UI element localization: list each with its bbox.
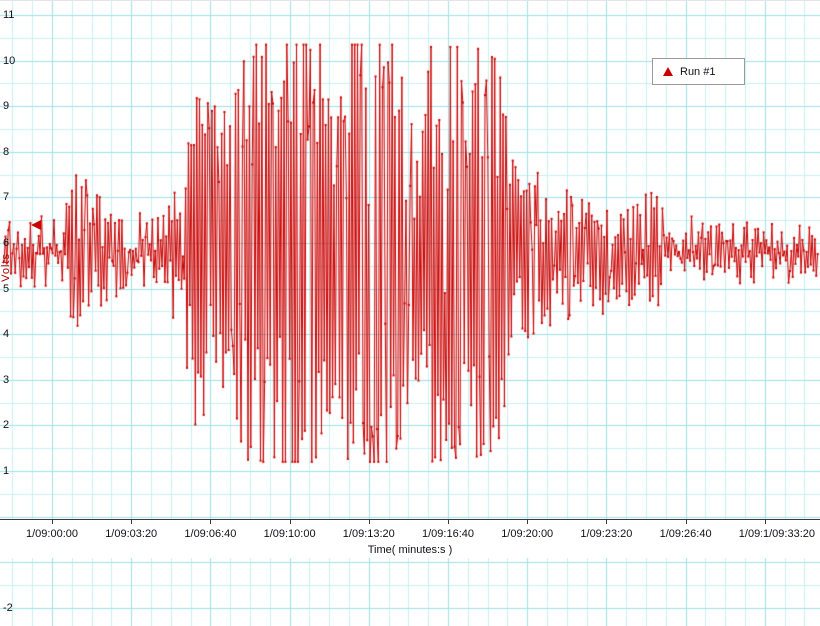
x-axis-tickmark: [448, 520, 449, 524]
y-tick-label: 1: [3, 465, 10, 477]
x-tick-label: 1/09:00:00: [25, 528, 79, 540]
y-tick-label: 9: [3, 100, 10, 113]
x-axis-strip: 1/09:00:00 1/09:03:20 1/09:06:40 1/09:10:00…: [0, 519, 820, 558]
x-tick-label: 1/09:13:20: [341, 528, 396, 540]
y-tick-label: 10: [3, 54, 16, 67]
y-tick-label: 6: [3, 237, 10, 249]
x-tick-label: 1/09:26:40: [658, 528, 713, 540]
x-axis-tickmark: [210, 520, 211, 524]
y-axis-units-label: Volts: [0, 253, 12, 282]
cursor-marker-icon[interactable]: [31, 219, 41, 230]
y-tick-label: 5: [3, 282, 10, 295]
x-axis-tickmark: [369, 520, 370, 524]
x-axis-tickmark: [765, 520, 766, 524]
y-tick-label: 8: [3, 145, 10, 158]
y-tick-label: 7: [3, 191, 10, 204]
x-tick-label: 1/09:33:20: [762, 528, 816, 540]
x-axis-tickmark: [131, 520, 132, 524]
y-tick-label: 4: [3, 328, 10, 341]
y-tick-label: 2: [3, 419, 10, 432]
x-axis-title: Time( minutes:s ): [367, 544, 453, 556]
legend-run-label: Run #1: [680, 65, 716, 78]
y-tick-label: -2: [3, 601, 13, 614]
x-tick-label: 1/09:23:20: [579, 528, 634, 540]
x-axis-tickmark: [527, 520, 528, 524]
x-tick-label: 1/09:03:20: [104, 528, 159, 540]
x-axis-tickmark: [290, 520, 291, 524]
x-tick-label: 1/09:20:00: [500, 528, 555, 540]
y-tick-label: 3: [3, 373, 10, 386]
x-axis-tickmark: [686, 520, 687, 524]
x-tick-label: 1/09:16:40: [421, 528, 475, 540]
x-axis-tickmark: [52, 520, 53, 524]
legend-run-marker-icon: [663, 67, 673, 76]
x-tick-label: 1/09:06:40: [183, 528, 238, 540]
y-tick-label: 11: [3, 9, 15, 21]
x-tick-label: 1/09:10:00: [262, 528, 317, 540]
legend: Run #1: [652, 58, 745, 85]
x-axis-tickmark: [606, 520, 607, 524]
